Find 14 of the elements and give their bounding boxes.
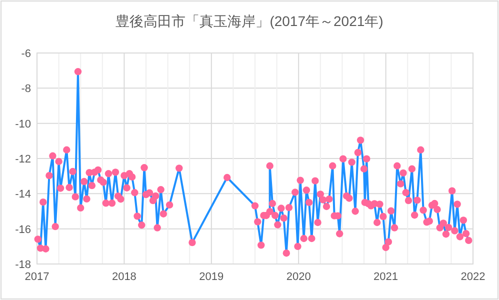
y-tick-label: -18 <box>15 259 31 271</box>
y-tick-label: -12 <box>15 154 31 166</box>
y-tick-label: -14 <box>15 188 31 201</box>
x-tick-label: 2017 <box>24 271 50 283</box>
y-tick-label: -8 <box>21 83 31 96</box>
x-tick-label: 2018 <box>112 271 136 283</box>
y-tick-label: -10 <box>15 118 31 130</box>
x-tick-label: 2020 <box>286 271 311 283</box>
y-tick-label: -6 <box>21 48 31 60</box>
x-tick-label: 2019 <box>199 271 224 283</box>
chart-title: 豊後高田市「真玉海岸」(2017年～2021年) <box>116 13 384 29</box>
y-tick-label: -16 <box>15 224 31 236</box>
x-tick-label: 2022 <box>460 271 486 283</box>
x-tick-label: 2021 <box>374 271 398 283</box>
